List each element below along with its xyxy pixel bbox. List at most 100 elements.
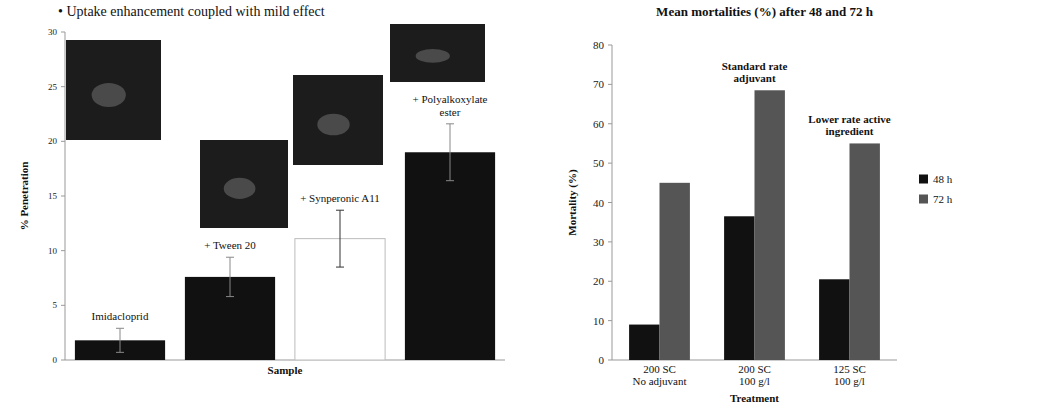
- y-tick: [608, 84, 612, 85]
- micrograph-inset: [293, 75, 383, 165]
- y-tick-label: 15: [48, 191, 58, 201]
- y-tick: [61, 360, 65, 361]
- error-bar: [116, 328, 124, 352]
- bar: [405, 152, 495, 360]
- category-label: Imidacloprid: [92, 310, 149, 322]
- y-tick: [608, 202, 612, 203]
- y-tick: [61, 32, 65, 33]
- micrograph-detail: [92, 83, 126, 107]
- y-tick-label: 70: [593, 78, 605, 90]
- y-tick: [608, 320, 612, 321]
- error-cap: [336, 210, 344, 211]
- legend-swatch: [919, 195, 928, 204]
- left-marks: [75, 124, 495, 360]
- y-tick: [61, 250, 65, 251]
- text-line: Imidacloprid: [92, 310, 149, 322]
- text-line: + Tween 20: [204, 239, 256, 251]
- chart-title: Mean mortalities (%) after 48 and 72 h: [656, 4, 874, 19]
- error-stem: [450, 124, 451, 181]
- text-line: Lower rate active: [808, 113, 890, 125]
- y-tick-label: 20: [48, 136, 58, 146]
- text-line: 200 SC: [738, 363, 771, 375]
- error-cap: [226, 296, 234, 297]
- error-cap: [446, 123, 454, 124]
- text-line: 100 g/l: [834, 375, 865, 387]
- y-tick-label: 5: [53, 300, 58, 310]
- y-axis-title: % Penetration: [18, 162, 30, 231]
- error-cap: [226, 257, 234, 258]
- annotation: Standard rateadjuvant: [722, 60, 788, 84]
- error-cap: [336, 267, 344, 268]
- error-bar: [336, 210, 344, 267]
- error-cap: [116, 328, 124, 329]
- text-line: Standard rate: [722, 60, 788, 72]
- y-axis-title: Mortality (%): [566, 169, 579, 236]
- bar: [629, 325, 659, 360]
- left-labels: Imidacloprid+ Tween 20+ Synperonic A11+ …: [92, 93, 488, 322]
- y-tick-label: 30: [593, 236, 605, 248]
- bar: [755, 90, 785, 360]
- y-tick-label: 50: [593, 157, 605, 169]
- error-cap: [116, 352, 124, 353]
- y-tick: [61, 196, 65, 197]
- error-stem: [340, 210, 341, 267]
- y-tick-label: 60: [593, 118, 605, 130]
- x-axis-title: Treatment: [730, 392, 779, 404]
- micrograph-inset: [390, 24, 485, 82]
- y-tick-label: 30: [48, 27, 58, 37]
- y-tick: [608, 123, 612, 124]
- x-axis-title: Sample: [268, 364, 303, 376]
- error-bar: [226, 257, 234, 296]
- y-tick-label: 10: [48, 246, 58, 256]
- y-tick-label: 20: [593, 275, 605, 287]
- text-line: ingredient: [825, 125, 873, 137]
- y-tick: [608, 163, 612, 164]
- micrograph-detail: [317, 114, 349, 136]
- bar: [819, 279, 849, 360]
- y-tick: [608, 360, 612, 361]
- text-line: + Synperonic A11: [300, 192, 380, 204]
- text-line: No adjuvant: [632, 375, 686, 387]
- right-chart: Mean mortalities (%) after 48 and 72 h01…: [566, 4, 953, 404]
- chart-title: • Uptake enhancement coupled with mild e…: [58, 4, 325, 19]
- x-tick-label: 200 SCNo adjuvant: [632, 363, 686, 387]
- bar: [850, 143, 880, 360]
- legend-swatch: [919, 175, 928, 184]
- micrograph-inset: [200, 140, 288, 228]
- error-bar: [446, 124, 454, 181]
- y-tick-label: 80: [593, 39, 605, 51]
- legend-label: 72 h: [933, 193, 953, 205]
- text-line: 125 SC: [833, 363, 866, 375]
- bar: [724, 216, 754, 360]
- text-line: ester: [440, 106, 461, 118]
- y-tick: [61, 86, 65, 87]
- bar: [660, 183, 690, 360]
- y-tick-label: 0: [53, 355, 58, 365]
- annotation: Lower rate activeingredient: [808, 113, 890, 137]
- text-line: adjuvant: [733, 72, 776, 84]
- micrograph-inset: [66, 40, 161, 140]
- y-tick: [608, 241, 612, 242]
- y-tick-label: 40: [593, 197, 605, 209]
- error-stem: [120, 328, 121, 352]
- micrograph-detail: [416, 49, 450, 63]
- legend-label: 48 h: [933, 173, 953, 185]
- x-tick-label: 200 SC100 g/l: [738, 363, 771, 387]
- y-tick: [61, 305, 65, 306]
- y-tick: [608, 281, 612, 282]
- text-line: 100 g/l: [739, 375, 770, 387]
- text-line: 200 SC: [643, 363, 676, 375]
- y-tick: [608, 45, 612, 46]
- category-label: + Tween 20: [204, 239, 256, 251]
- error-stem: [230, 257, 231, 296]
- micrograph-detail: [224, 178, 256, 199]
- legend: 48 h 72 h: [919, 173, 953, 205]
- y-tick-label: 10: [593, 315, 605, 327]
- chart-root: • Uptake enhancement coupled with mild e…: [0, 0, 1044, 412]
- x-tick-label: 125 SC100 g/l: [833, 363, 866, 387]
- y-tick-label: 25: [48, 82, 58, 92]
- error-cap: [446, 180, 454, 181]
- category-label: + Synperonic A11: [300, 192, 380, 204]
- right-marks: [629, 90, 880, 360]
- left-chart: • Uptake enhancement coupled with mild e…: [18, 4, 505, 376]
